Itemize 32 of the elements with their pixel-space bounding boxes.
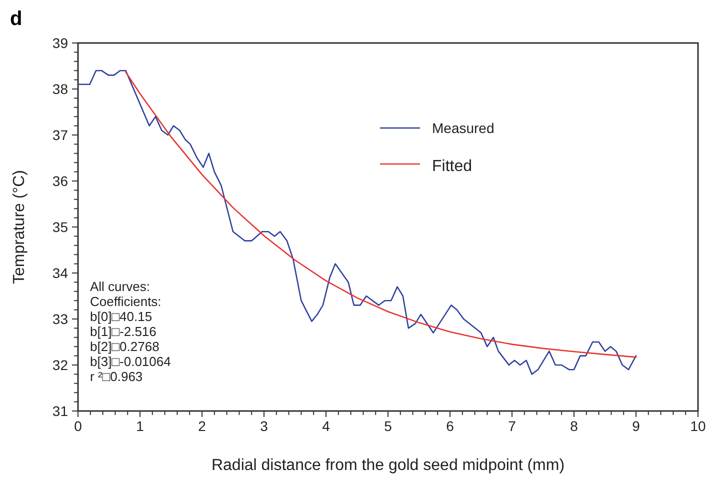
- y-tick-label: 35: [52, 219, 68, 235]
- y-tick-label: 39: [52, 35, 68, 51]
- y-tick-label: 37: [52, 127, 68, 143]
- annotation: b[3]□-0.01064: [90, 354, 171, 369]
- y-tick-label: 38: [52, 81, 68, 97]
- annotation: Coefficients:: [90, 294, 162, 309]
- y-tick-label: 31: [52, 403, 68, 419]
- annotation: b[0]□40.15: [90, 309, 152, 324]
- x-tick-label: 0: [74, 418, 82, 434]
- annotation: b[1]□-2.516: [90, 324, 156, 339]
- x-tick-label: 5: [384, 418, 392, 434]
- y-axis-title: Temprature (°C): [11, 170, 28, 284]
- x-tick-label: 7: [508, 418, 516, 434]
- x-tick-label: 10: [690, 418, 706, 434]
- x-tick-label: 8: [570, 418, 578, 434]
- x-tick-label: 3: [260, 418, 268, 434]
- y-tick-label: 33: [52, 311, 68, 327]
- annotation: All curves:: [90, 279, 150, 294]
- y-tick-label: 32: [52, 357, 68, 373]
- x-axis-title: Radial distance from the gold seed midpoint (mm): [211, 457, 565, 474]
- x-tick-label: 2: [198, 418, 206, 434]
- x-tick-label: 4: [322, 418, 330, 434]
- chart-title: d: [10, 8, 22, 30]
- legend-label: Fitted: [432, 158, 472, 175]
- y-tick-label: 34: [52, 265, 68, 281]
- legend-label: Measured: [432, 120, 494, 136]
- annotation: r ²□0.963: [90, 369, 143, 384]
- x-tick-label: 6: [446, 418, 454, 434]
- x-tick-label: 1: [136, 418, 144, 434]
- annotation: b[2]□0.2768: [90, 339, 160, 354]
- x-tick-label: 9: [632, 418, 640, 434]
- y-tick-label: 36: [52, 173, 68, 189]
